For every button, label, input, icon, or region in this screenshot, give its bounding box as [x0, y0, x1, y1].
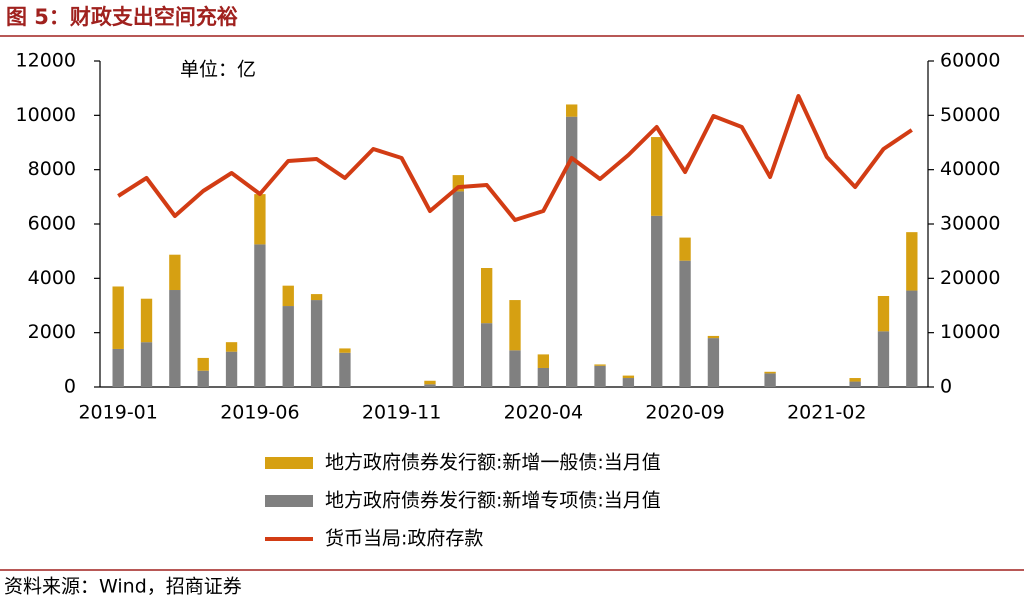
- y2-tick-label: 20000: [940, 267, 1000, 289]
- bar: [651, 215, 663, 387]
- y2-tick-label: 10000: [940, 321, 1000, 343]
- bar: [112, 348, 124, 387]
- bar: [877, 331, 890, 387]
- bar: [622, 378, 635, 387]
- y2-tick-label: 40000: [940, 158, 1000, 180]
- bar: [537, 354, 550, 368]
- x-tick-label: 2019-06: [220, 402, 299, 424]
- bar: [509, 300, 521, 351]
- bar: [679, 237, 691, 261]
- bar: [225, 342, 238, 352]
- bar: [594, 365, 606, 387]
- bar: [480, 268, 493, 324]
- y-tick-label: 12000: [16, 50, 76, 72]
- bar: [282, 306, 294, 387]
- bar: [140, 342, 153, 387]
- bar: [339, 348, 351, 353]
- bar: [707, 338, 720, 387]
- bar: [112, 286, 124, 349]
- x-tick-label: 2019-11: [362, 402, 441, 424]
- bar: [877, 295, 890, 332]
- source: 资料来源：Wind，招商证券: [4, 576, 242, 598]
- bar: [254, 244, 266, 387]
- bar: [566, 104, 578, 117]
- bar: [140, 298, 153, 343]
- bar: [169, 254, 181, 291]
- y-tick-label: 0: [64, 376, 76, 398]
- bar: [707, 335, 720, 339]
- bar: [452, 175, 464, 192]
- bar: [566, 116, 578, 388]
- x-tick-label: 2020-09: [645, 402, 724, 424]
- bar: [424, 384, 436, 387]
- legend-label: 地方政府债券发行额:新增专项债:当月值: [325, 490, 661, 512]
- bar: [424, 380, 436, 385]
- bar: [679, 260, 691, 387]
- legend-label: 货币当局:政府存款: [325, 528, 483, 550]
- x-tick-label: 2020-04: [504, 402, 583, 424]
- y-tick-label: 4000: [28, 267, 76, 289]
- legend-label: 地方政府债券发行额:新增一般债:当月值: [325, 452, 661, 474]
- bar: [764, 373, 776, 387]
- bar: [197, 370, 209, 387]
- y2-tick-label: 60000: [940, 50, 1000, 72]
- bar: [254, 194, 266, 245]
- bar: [509, 350, 521, 387]
- bar: [906, 290, 918, 387]
- line: [117, 94, 913, 222]
- bar: [339, 352, 351, 387]
- legend-swatch: [265, 457, 313, 469]
- legend-swatch: [265, 495, 313, 507]
- bar: [651, 137, 663, 216]
- bar: [282, 285, 294, 307]
- y-tick-label: 6000: [28, 213, 76, 235]
- bar: [197, 357, 209, 371]
- bar: [480, 323, 493, 387]
- bar: [764, 371, 776, 374]
- unit-note: 单位：亿: [180, 59, 256, 81]
- bar: [310, 300, 323, 387]
- x-tick-label: 2019-01: [78, 402, 157, 424]
- bar: [225, 351, 238, 387]
- y2-tick-label: 30000: [940, 213, 1000, 235]
- bar: [622, 375, 635, 379]
- bar: [452, 191, 464, 387]
- bar: [849, 381, 861, 387]
- y2-tick-label: 0: [940, 376, 952, 398]
- chart-title: 图 5：财政支出空间充裕: [6, 5, 238, 29]
- bar: [849, 378, 861, 382]
- y-tick-label: 8000: [28, 158, 76, 180]
- bar: [906, 232, 918, 291]
- bar: [537, 367, 550, 387]
- y-tick-label: 10000: [16, 104, 76, 126]
- x-tick-label: 2021-02: [787, 402, 866, 424]
- bar: [310, 294, 323, 301]
- bar: [594, 364, 606, 366]
- y2-tick-label: 50000: [940, 104, 1000, 126]
- y-tick-label: 2000: [28, 321, 76, 343]
- bar: [169, 290, 181, 387]
